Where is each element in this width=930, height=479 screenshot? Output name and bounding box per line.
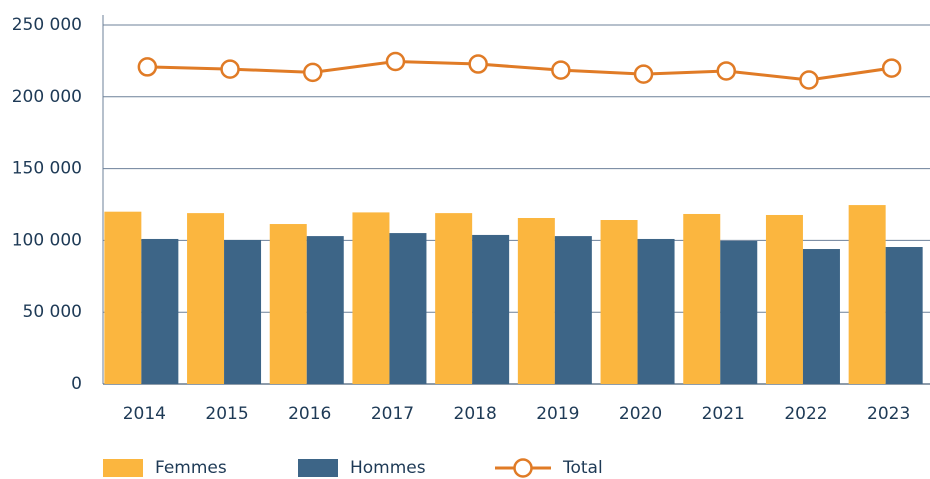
bar <box>187 213 225 384</box>
point <box>137 57 158 77</box>
bar <box>389 233 427 384</box>
bar <box>141 238 179 384</box>
legend-label: Hommes <box>350 458 426 478</box>
bar <box>435 213 473 384</box>
legend-swatch <box>103 459 143 477</box>
point <box>881 58 902 78</box>
legend-swatch <box>298 459 338 477</box>
legend-label: Femmes <box>155 458 227 478</box>
bar <box>765 214 803 384</box>
bar <box>517 217 555 384</box>
bar <box>802 249 840 384</box>
x-tick-label: 2020 <box>619 404 662 424</box>
x-tick-label: 2023 <box>867 404 910 424</box>
bar <box>720 240 758 384</box>
bar <box>352 212 390 384</box>
point <box>303 62 323 83</box>
y-tick-label: 100 000 <box>12 230 82 250</box>
x-tick-label: 2019 <box>536 404 579 424</box>
legend-label: Total <box>562 458 603 478</box>
point <box>468 54 488 74</box>
bar <box>683 213 721 384</box>
bar <box>269 224 307 384</box>
legend-marker <box>513 458 533 478</box>
bar <box>554 236 592 384</box>
y-tick-label: 200 000 <box>12 87 82 107</box>
point <box>799 70 819 90</box>
point <box>220 59 240 79</box>
point <box>716 61 736 81</box>
x-tick-label: 2015 <box>205 404 248 424</box>
y-tick-label: 50 000 <box>23 302 82 322</box>
bar <box>104 211 142 384</box>
x-tick-label: 2021 <box>702 404 745 424</box>
bar <box>472 234 510 384</box>
bar <box>224 239 262 384</box>
x-tick-label: 2016 <box>288 404 331 424</box>
bar <box>848 205 886 384</box>
y-tick-label: 250 000 <box>12 15 82 35</box>
bar <box>600 220 638 384</box>
point <box>385 51 406 72</box>
x-tick-label: 2022 <box>784 404 827 424</box>
y-tick-label: 0 <box>71 374 82 394</box>
point <box>633 64 654 84</box>
point <box>551 60 571 80</box>
x-tick-label: 2018 <box>454 404 497 424</box>
bar <box>637 238 675 384</box>
bar <box>306 236 344 384</box>
bar <box>885 247 923 384</box>
line <box>147 59 892 82</box>
y-tick-label: 150 000 <box>12 159 82 179</box>
x-tick-label: 2014 <box>123 404 166 424</box>
x-tick-label: 2017 <box>371 404 414 424</box>
